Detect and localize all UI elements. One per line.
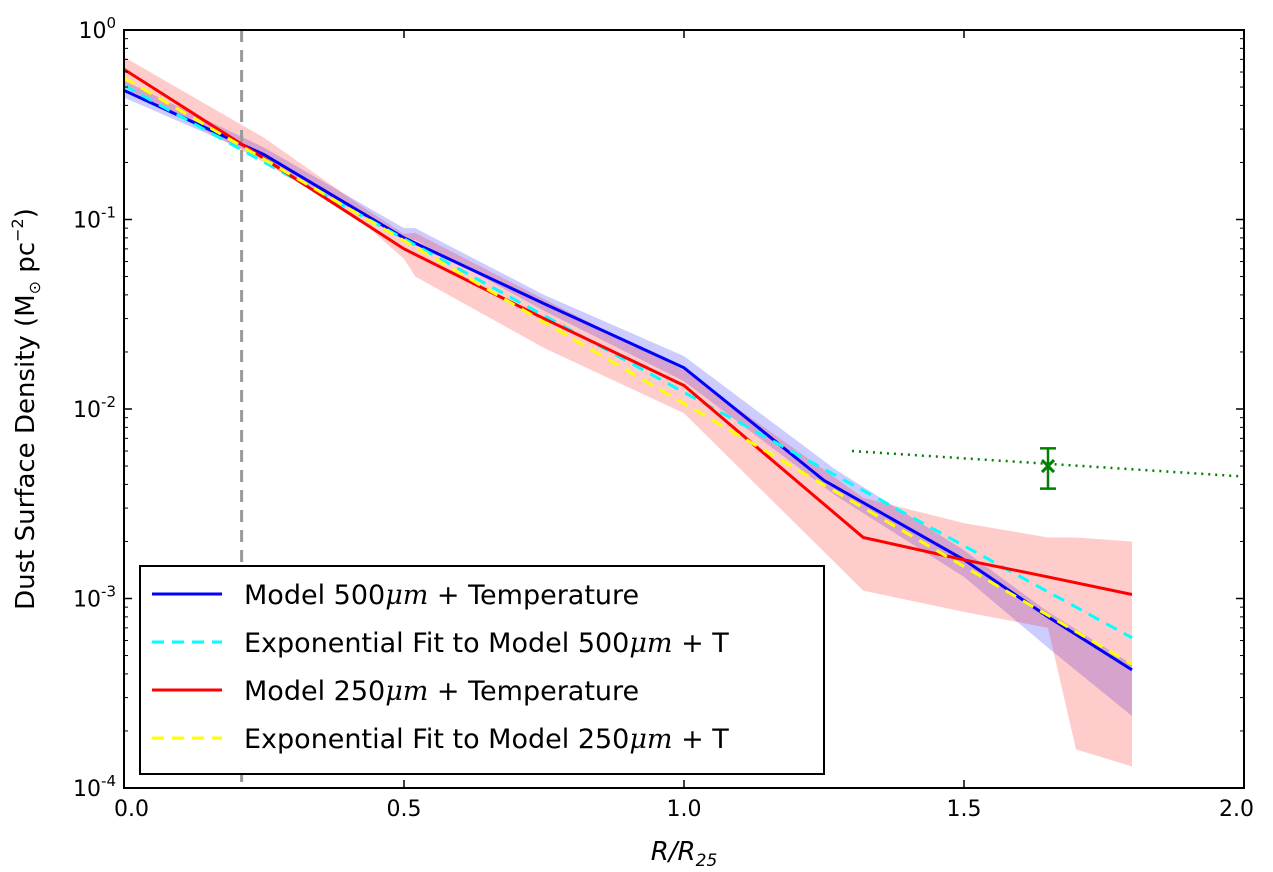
legend-label-text: Exponential Fit to Model 250 bbox=[244, 724, 629, 755]
x-tick-label: 1.5 bbox=[947, 797, 982, 822]
x-axis-label: R/R25 bbox=[651, 837, 718, 867]
series-model-500 bbox=[123, 89, 1133, 672]
y-tick-label-exponent: -4 bbox=[101, 772, 116, 790]
legend-label-1: Model 500μm + Temperature bbox=[244, 580, 639, 611]
x-tick-label: 2.0 bbox=[1219, 797, 1254, 822]
y-tick-label: 10-1 bbox=[73, 204, 116, 234]
observation-point bbox=[1040, 447, 1056, 490]
y-axis-label-unit: pc bbox=[11, 242, 41, 281]
legend-label-tail: + T bbox=[673, 628, 730, 659]
legend-label-tail: + Temperature bbox=[428, 676, 639, 707]
y-tick-label-exponent: -2 bbox=[101, 393, 116, 411]
y-axis-label-exponent: −2 bbox=[8, 218, 27, 242]
point-marker-x-b bbox=[1040, 458, 1056, 474]
y-tick-label-exponent: -1 bbox=[101, 204, 116, 222]
y-tick-label-base: 10 bbox=[73, 588, 101, 613]
y-tick-label-exponent: -3 bbox=[101, 583, 116, 601]
series-fit-250 bbox=[123, 76, 1133, 666]
y-tick-label: 10-4 bbox=[73, 772, 116, 802]
legend-label-tail: + T bbox=[673, 724, 730, 755]
legend-label-text: Model 500 bbox=[244, 580, 385, 611]
y-axis-label-close: ) bbox=[11, 208, 41, 218]
series-model-250 bbox=[123, 68, 1133, 596]
legend-label-3: Model 250μm + Temperature bbox=[244, 676, 639, 707]
y-tick-label-exponent: 0 bbox=[106, 14, 116, 32]
legend-label-4: Exponential Fit to Model 250μm + T bbox=[244, 724, 729, 755]
legend-label-unit: μm bbox=[385, 580, 428, 611]
y-tick-label-base: 10 bbox=[73, 777, 101, 802]
band-model-250 bbox=[124, 57, 1132, 767]
legend-label-unit: μm bbox=[629, 724, 672, 755]
legend-label-unit: μm bbox=[629, 628, 672, 659]
legend-label-2: Exponential Fit to Model 500μm + T bbox=[244, 628, 729, 659]
y-tick-label: 10-3 bbox=[73, 583, 116, 613]
y-tick-label: 10-2 bbox=[73, 393, 116, 423]
y-tick-label-base: 10 bbox=[73, 209, 101, 234]
x-tick-label: 0.0 bbox=[114, 797, 149, 822]
y-tick-label-base: 10 bbox=[78, 19, 106, 44]
legend-label-unit: μm bbox=[385, 676, 428, 707]
x-axis-label-main: R/R bbox=[651, 837, 696, 867]
y-tick-label-base: 10 bbox=[73, 398, 101, 423]
y-axis-label-main: Dust Surface Density (M bbox=[11, 294, 41, 610]
y-axis-label-sun: ⊙ bbox=[25, 281, 44, 294]
x-tick-label: 0.5 bbox=[387, 797, 422, 822]
x-tick-label: 1.0 bbox=[667, 797, 702, 822]
legend-label-tail: + Temperature bbox=[428, 580, 639, 611]
legend-label-text: Exponential Fit to Model 500 bbox=[244, 628, 629, 659]
y-tick-label: 100 bbox=[78, 14, 116, 44]
x-axis-label-subscript: 25 bbox=[696, 851, 718, 867]
confidence-bands bbox=[124, 57, 1132, 767]
y-axis-label: Dust Surface Density (M⊙ pc−2) bbox=[8, 208, 44, 610]
legend-label-text: Model 250 bbox=[244, 676, 385, 707]
legend-box bbox=[139, 565, 825, 775]
